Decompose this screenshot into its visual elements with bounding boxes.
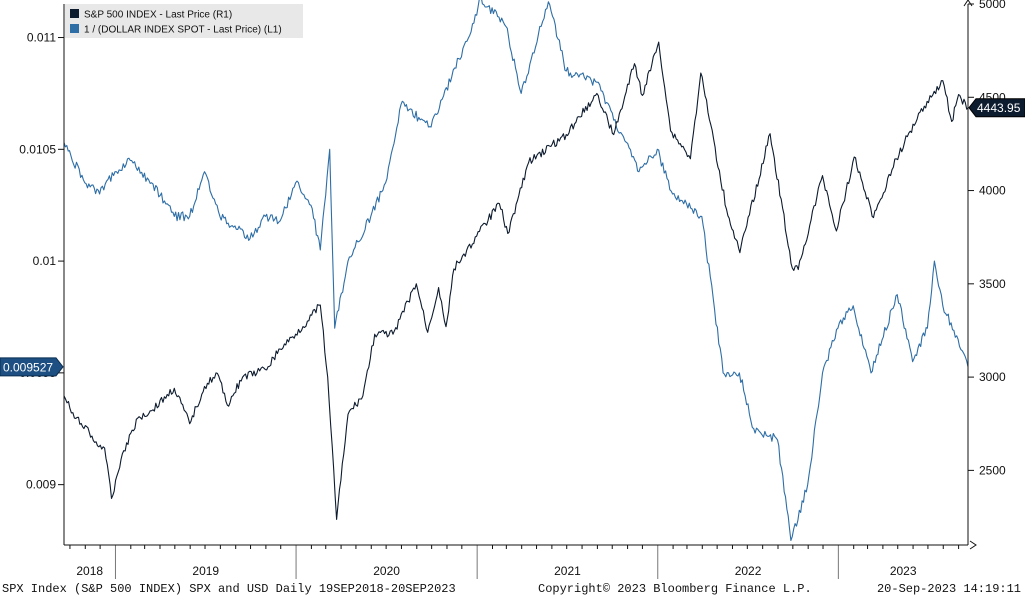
footer-right: 20-Sep-2023 14:19:11 bbox=[877, 582, 1021, 596]
right-last-value-text: 4443.95 bbox=[977, 101, 1021, 115]
right-last-value-tag bbox=[968, 98, 1025, 118]
right-tick-label: 5000 bbox=[979, 0, 1006, 11]
footer: SPX Index (S&P 500 INDEX) SPX and USD Da… bbox=[2, 582, 1021, 596]
x-axis-arrow bbox=[969, 540, 977, 550]
left-last-value-tag bbox=[0, 357, 64, 377]
legend-label: S&P 500 INDEX - Last Price (R1) bbox=[84, 10, 232, 21]
left-tick-label: 0.009 bbox=[26, 478, 56, 492]
last-value-tags: 0.009527 4443.95 bbox=[0, 98, 1025, 377]
x-tick-label: 2021 bbox=[554, 564, 581, 578]
legend: S&P 500 INDEX - Last Price (R1) 1 / (DOLL… bbox=[65, 4, 303, 38]
grid bbox=[69, 545, 960, 579]
right-tick-label: 3000 bbox=[979, 370, 1006, 384]
left-tick-label: 0.01 bbox=[33, 254, 57, 268]
series-line-dollar-index-inverse bbox=[63, 0, 969, 542]
right-tick-label: 2500 bbox=[979, 463, 1006, 477]
legend-swatch bbox=[70, 24, 79, 33]
right-tick-label: 3500 bbox=[979, 277, 1006, 291]
legend-label: 1 / (DOLLAR INDEX SPOT - Last Price) (L1… bbox=[84, 25, 282, 36]
axes: 0.0090.00950.010.01050.01125003000350040… bbox=[19, 0, 1006, 578]
series-line-sp500 bbox=[63, 41, 969, 520]
x-tick-label: 2018 bbox=[76, 564, 103, 578]
legend-swatch bbox=[70, 9, 79, 18]
right-tick-label: 4000 bbox=[979, 184, 1006, 198]
x-tick-label: 2020 bbox=[373, 564, 400, 578]
left-tick-label: 0.0105 bbox=[19, 142, 56, 156]
series-layer bbox=[63, 0, 969, 542]
legend-box bbox=[65, 4, 303, 38]
footer-left: SPX Index (S&P 500 INDEX) SPX and USD Da… bbox=[2, 582, 456, 596]
x-tick-label: 2019 bbox=[192, 564, 219, 578]
x-tick-label: 2022 bbox=[735, 564, 762, 578]
footer-center: Copyright© 2023 Bloomberg Finance L.P. bbox=[538, 582, 812, 596]
left-tick-label: 0.011 bbox=[27, 31, 56, 45]
x-tick-label: 2023 bbox=[890, 564, 917, 578]
left-last-value-text: 0.009527 bbox=[3, 360, 53, 374]
